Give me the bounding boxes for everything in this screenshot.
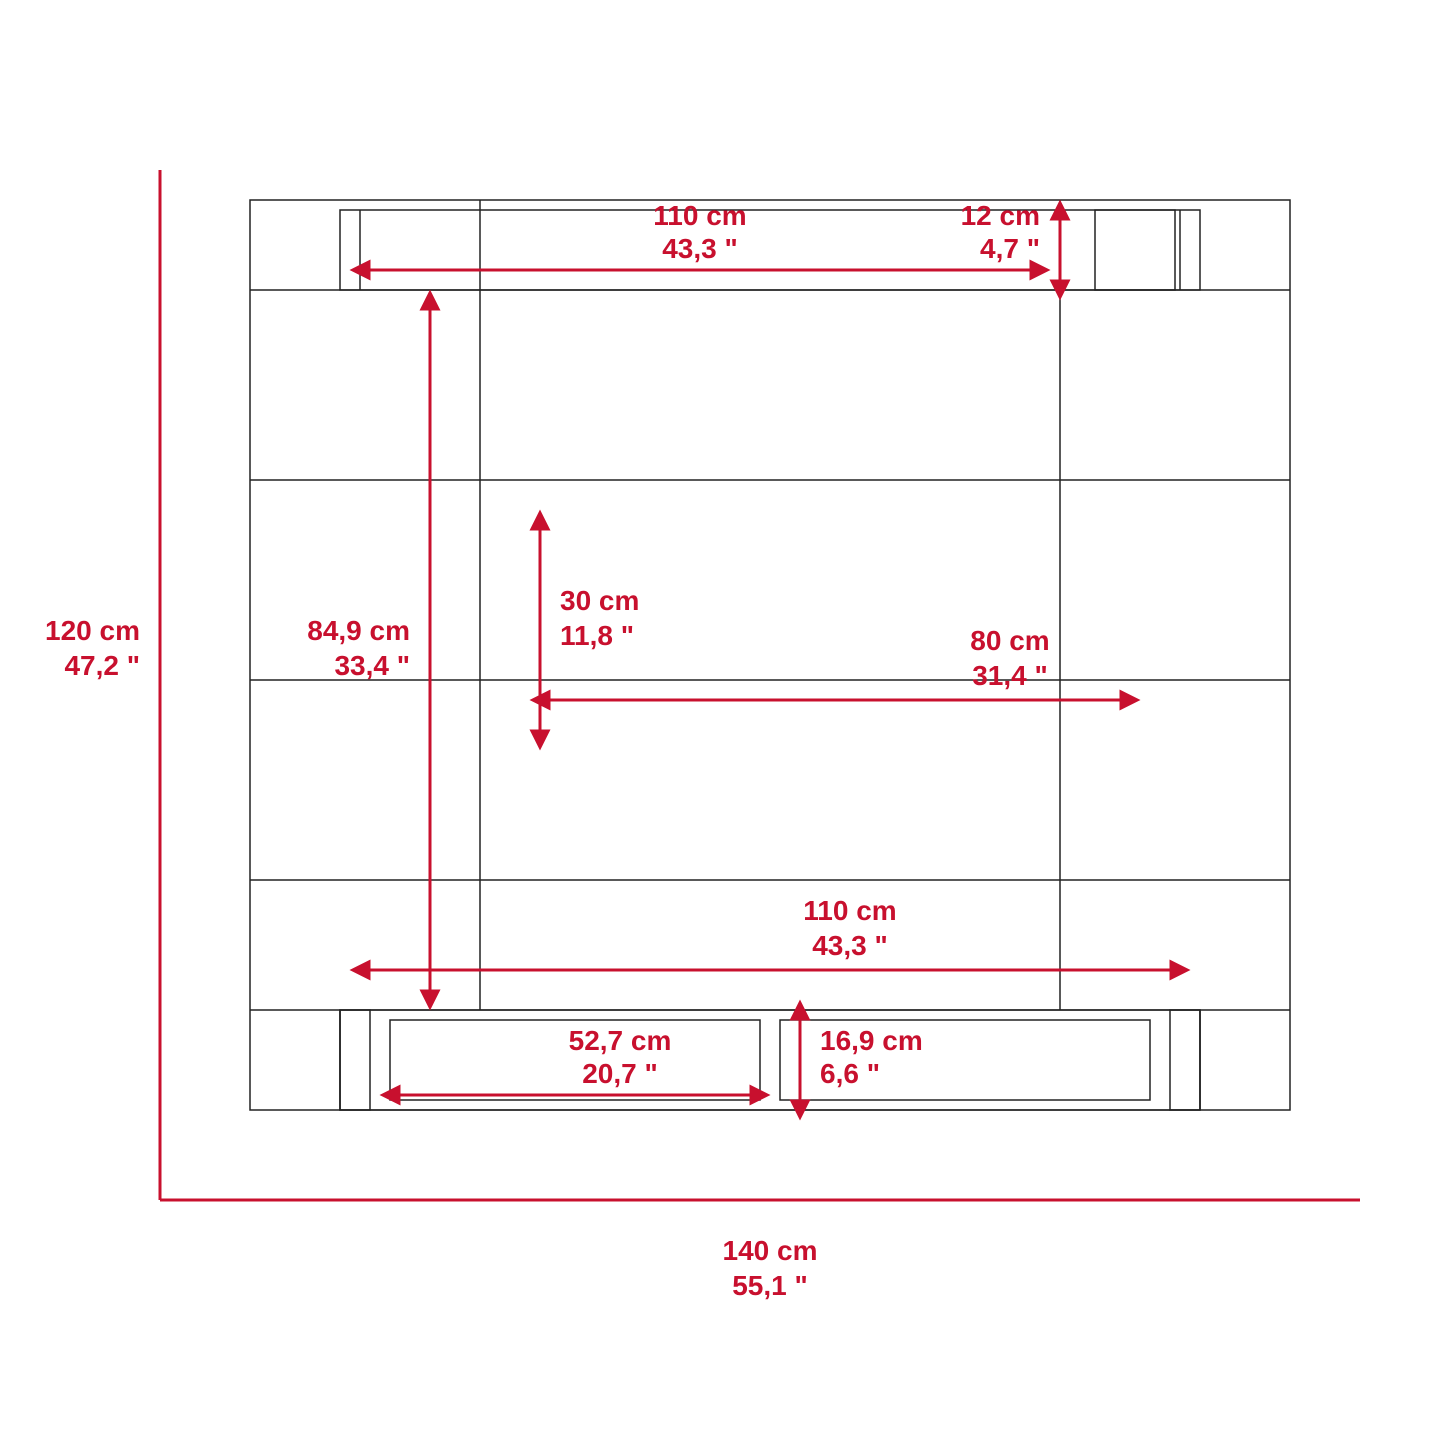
svg-text:11,8 ": 11,8 " — [560, 620, 634, 651]
mid-height-in: 33,4 " — [334, 650, 410, 681]
top-shelf-height-dim: 12 cm 4,7 " — [961, 200, 1060, 290]
height-cm: 120 cm — [45, 615, 140, 646]
svg-text:140 cm: 140 cm — [723, 1235, 818, 1266]
dimension-diagram: 120 cm 47,2 " 140 cm 55,1 " 110 cm 43,3 … — [0, 0, 1445, 1445]
lower-w-in: 43,3 " — [812, 930, 888, 961]
svg-text:120 cm: 120 cm — [45, 615, 140, 646]
inner-w-in: 31,4 " — [972, 660, 1048, 691]
mid-height-cm: 84,9 cm — [307, 615, 410, 646]
svg-text:110 cm: 110 cm — [803, 895, 896, 926]
drawer-w-cm: 52,7 cm — [569, 1025, 672, 1056]
svg-text:30 cm: 30 cm — [560, 585, 639, 616]
top-shelf-h-in: 4,7 " — [980, 233, 1040, 264]
overall-height-label: 120 cm 47,2 " — [45, 615, 140, 681]
svg-text:4,7 ": 4,7 " — [980, 233, 1040, 264]
width-in: 55,1 " — [732, 1270, 808, 1301]
svg-text:12 cm: 12 cm — [961, 200, 1040, 231]
svg-text:43,3 ": 43,3 " — [662, 233, 738, 264]
width-cm: 140 cm — [723, 1235, 818, 1266]
svg-text:84,9 cm: 84,9 cm — [307, 615, 410, 646]
lower-width-dim: 110 cm 43,3 " — [360, 895, 1180, 970]
top-shelf-w-cm: 110 cm — [653, 200, 746, 231]
inner-w-cm: 80 cm — [970, 625, 1049, 656]
overall-width-label: 140 cm 55,1 " — [723, 1235, 818, 1301]
inner-h-cm: 30 cm — [560, 585, 639, 616]
svg-text:43,3 ": 43,3 " — [812, 930, 888, 961]
svg-text:47,2 ": 47,2 " — [64, 650, 140, 681]
svg-text:52,7 cm: 52,7 cm — [569, 1025, 672, 1056]
svg-text:20,7 ": 20,7 " — [582, 1058, 658, 1089]
drawer-w-in: 20,7 " — [582, 1058, 658, 1089]
drawer-height-dim: 16,9 cm 6,6 " — [800, 1010, 923, 1110]
svg-text:110 cm: 110 cm — [653, 200, 746, 231]
svg-text:33,4 ": 33,4 " — [334, 650, 410, 681]
inner-h-in: 11,8 " — [560, 620, 634, 651]
mid-height-dim: 84,9 cm 33,4 " — [307, 300, 430, 1000]
svg-text:16,9 cm: 16,9 cm — [820, 1025, 923, 1056]
svg-text:31,4 ": 31,4 " — [972, 660, 1048, 691]
height-in: 47,2 " — [64, 650, 140, 681]
drawer-h-cm: 16,9 cm — [820, 1025, 923, 1056]
svg-text:55,1 ": 55,1 " — [732, 1270, 808, 1301]
inner-height-dim: 30 cm 11,8 " — [540, 520, 639, 740]
drawer-width-dim: 52,7 cm 20,7 " — [390, 1025, 760, 1095]
drawer-h-in: 6,6 " — [820, 1058, 880, 1089]
svg-text:6,6 ": 6,6 " — [820, 1058, 880, 1089]
top-shelf-h-cm: 12 cm — [961, 200, 1040, 231]
lower-w-cm: 110 cm — [803, 895, 896, 926]
svg-text:80 cm: 80 cm — [970, 625, 1049, 656]
top-shelf-w-in: 43,3 " — [662, 233, 738, 264]
